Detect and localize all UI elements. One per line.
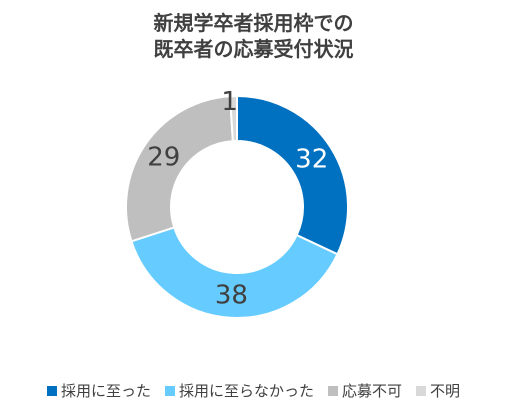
legend-label-unknown: 不明 [430,382,461,400]
legend-swatch-unknown [416,385,427,396]
legend-label-hired: 採用に至った [60,382,151,400]
legend-label-not-accepted: 応募不可 [342,382,403,400]
donut-slices [125,94,349,319]
chart-title-line-1: 新規学卒者採用枠での [153,11,354,35]
donut-slice-unknown [228,94,238,143]
data-label-not-accepted: 29 [147,142,180,172]
legend-item-not-hired: 採用に至らなかった [164,380,314,401]
legend-swatch-not-hired [164,385,175,396]
legend-item-not-accepted: 応募不可 [328,380,402,401]
legend-swatch-not-accepted [328,385,338,396]
data-label-not-hired: 38 [215,280,248,310]
legend: 採用に至った 採用に至らなかった 応募不可 不明 [0,380,507,401]
chart-title-line-2: 既卒者の応募受付状況 [153,37,354,61]
donut-chart: 32 38 29 1 [125,87,349,319]
data-label-unknown: 1 [221,87,238,117]
chart-title: 新規学卒者採用枠での 既卒者の応募受付状況 [0,10,507,62]
data-label-hired: 32 [295,145,328,175]
donut-slice-not-accepted [125,95,234,243]
legend-label-not-hired: 採用に至らなかった [178,382,314,400]
donut-data-labels: 32 38 29 1 [147,87,328,310]
legend-item-hired: 採用に至った [46,380,151,401]
legend-item-unknown: 不明 [416,380,460,401]
legend-swatch-hired [46,385,57,396]
donut-slice-not-hired [130,226,339,319]
donut-slice-hired [236,94,349,256]
